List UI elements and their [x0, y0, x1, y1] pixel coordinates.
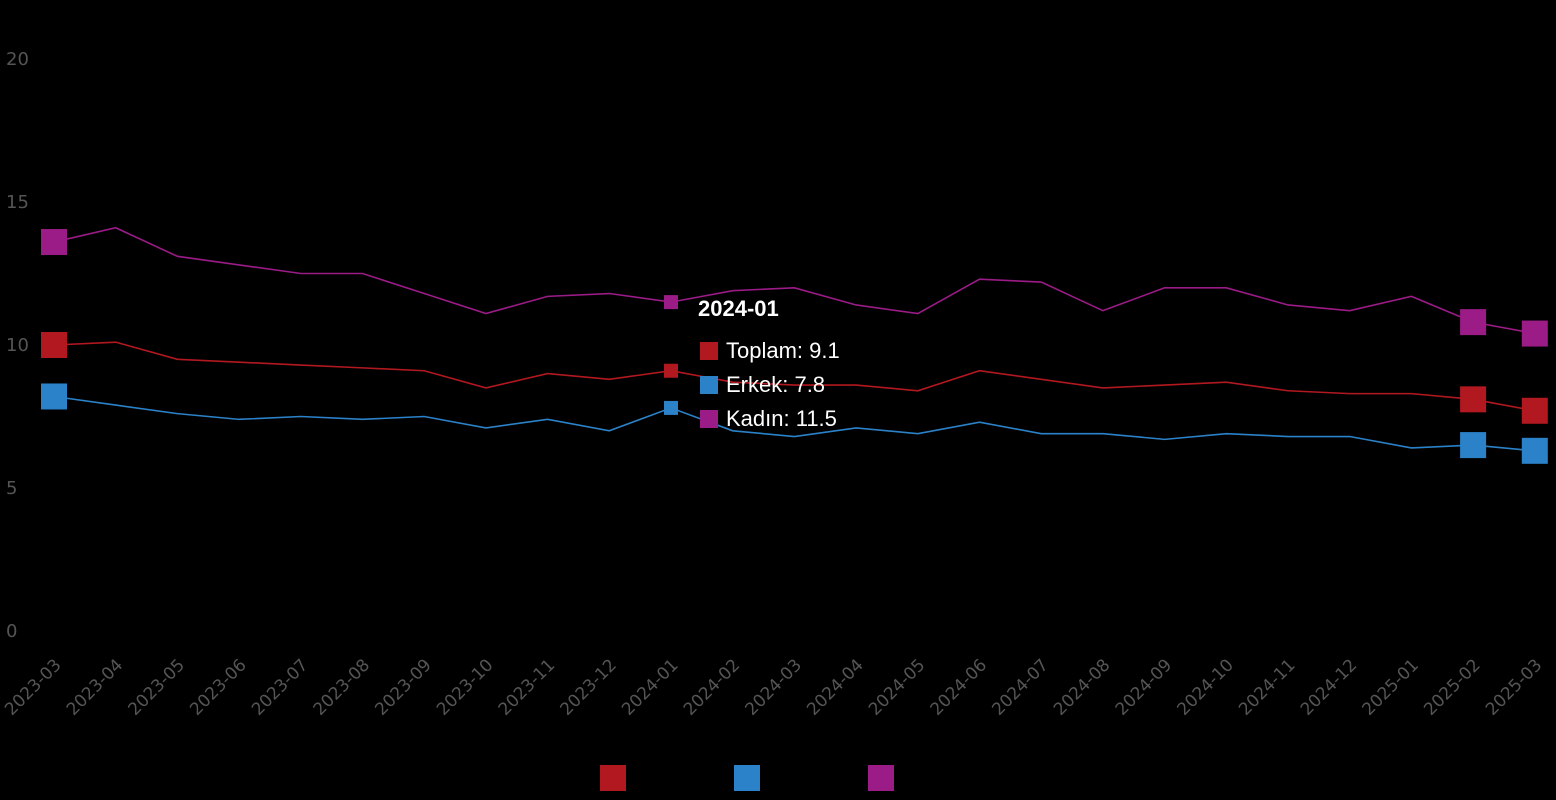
x-tick-label: 2025-01	[1359, 655, 1423, 719]
x-tick-label: 2024-07	[988, 655, 1052, 719]
marker-toplam	[1521, 397, 1548, 424]
y-tick-label: 15	[6, 192, 29, 213]
tooltip-label-toplam: Toplam: 9.1	[726, 338, 840, 363]
marker-toplam	[1460, 386, 1487, 413]
series-line-kadin	[53, 226, 1535, 335]
legend-item-toplam[interactable]	[600, 765, 626, 791]
x-tick-label: 2024-09	[1112, 655, 1176, 719]
tooltip-swatch-kadin	[700, 410, 718, 428]
x-tick-label: 2024-05	[865, 655, 929, 719]
x-tick-label: 2025-03	[1482, 655, 1546, 719]
legend-swatch-kadin	[868, 765, 894, 791]
x-tick-label: 2024-01	[618, 655, 682, 719]
tooltip-swatch-erkek	[700, 376, 718, 394]
x-tick-label: 2023-03	[1, 655, 65, 719]
x-tick-label: 2023-07	[248, 655, 312, 719]
y-tick-label: 0	[6, 621, 17, 642]
tooltip-row-erkek: Erkek: 7.8	[700, 372, 825, 398]
tooltip-swatch-toplam	[700, 342, 718, 360]
y-tick-label: 10	[6, 335, 29, 356]
y-tick-label: 5	[6, 478, 17, 499]
hover-marker-toplam	[664, 363, 678, 378]
x-tick-label: 2024-03	[742, 655, 806, 719]
x-tick-label: 2024-04	[803, 655, 867, 719]
tooltip-row-kadin: Kadın: 11.5	[700, 406, 837, 432]
series-line-toplam	[53, 341, 1535, 412]
x-tick-label: 2023-04	[63, 655, 127, 719]
x-tick-label: 2023-08	[310, 655, 374, 719]
legend-swatch-toplam	[600, 765, 626, 791]
x-tick-label: 2023-09	[371, 655, 435, 719]
tooltip-title: 2024-01	[698, 296, 779, 321]
marker-toplam	[41, 332, 67, 358]
tooltip-label-kadin: Kadın: 11.5	[726, 406, 837, 431]
x-tick-label: 2023-12	[556, 655, 620, 719]
marker-erkek	[1521, 437, 1548, 464]
x-tick-label: 2024-06	[927, 655, 991, 719]
x-tick-label: 2023-05	[125, 655, 189, 719]
legend-item-erkek[interactable]	[734, 765, 760, 791]
tooltip-label-erkek: Erkek: 7.8	[726, 372, 826, 397]
legend-item-kadin[interactable]	[868, 765, 894, 791]
y-tick-label: 20	[6, 49, 29, 70]
x-tick-label: 2023-10	[433, 655, 497, 719]
x-tick-label: 2024-11	[1235, 655, 1299, 719]
chart-tooltip: 2024-01 Toplam: 9.1 Erkek: 7.8 Kadın: 11…	[658, 284, 898, 440]
marker-kadin	[1521, 320, 1548, 347]
series-line-erkek	[53, 395, 1535, 452]
x-tick-label: 2024-08	[1050, 655, 1114, 719]
chart-legend	[600, 765, 1002, 791]
x-tick-label: 2024-02	[680, 655, 744, 719]
marker-kadin	[41, 229, 67, 256]
marker-erkek	[1460, 432, 1487, 459]
x-tick-label: 2023-06	[186, 655, 250, 719]
x-tick-label: 2024-12	[1297, 655, 1361, 719]
tooltip-row-toplam: Toplam: 9.1	[700, 338, 840, 364]
x-tick-label: 2023-11	[495, 655, 559, 719]
x-tick-label: 2024-10	[1173, 655, 1237, 719]
hover-marker-erkek	[664, 400, 678, 415]
hover-marker-kadin	[664, 295, 678, 310]
marker-kadin	[1460, 309, 1487, 336]
legend-swatch-erkek	[734, 765, 760, 791]
marker-erkek	[41, 383, 67, 410]
x-tick-label: 2025-02	[1420, 655, 1484, 719]
